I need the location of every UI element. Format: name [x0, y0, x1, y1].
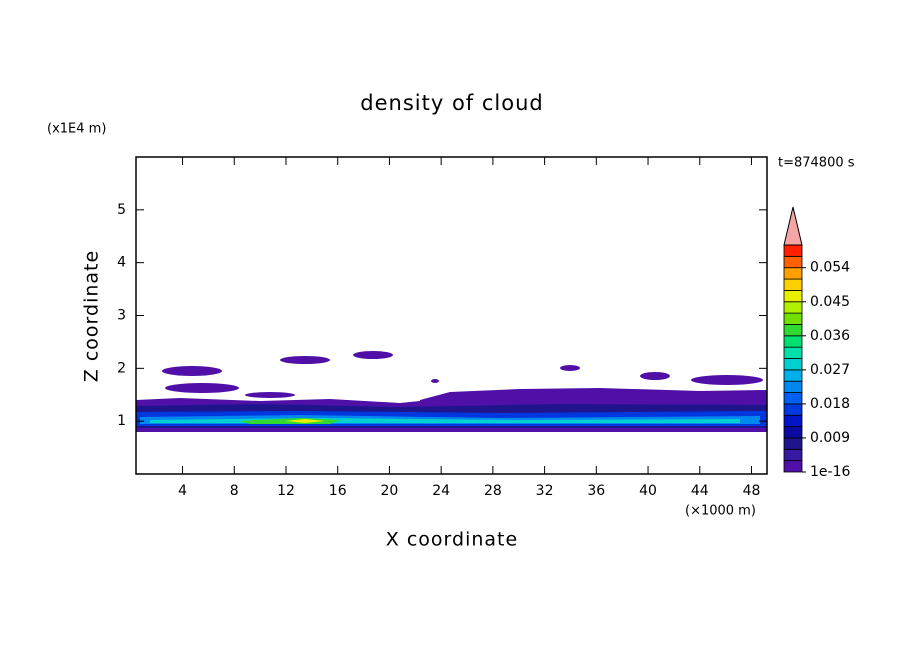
contour-region — [285, 419, 325, 423]
x-axis-label: X coordinate — [386, 529, 518, 551]
colorbar-extension — [783, 206, 803, 246]
contour-region — [691, 375, 763, 385]
colorbar-band — [783, 324, 803, 337]
contour-region — [162, 366, 222, 376]
x-tick-label: 32 — [536, 483, 554, 499]
contour-region — [431, 379, 439, 383]
x-tick-label: 36 — [587, 483, 605, 499]
colorbar-tick-label: 0.018 — [810, 396, 850, 412]
colorbar-band — [783, 244, 803, 257]
y-tick-label: 5 — [117, 202, 126, 218]
y-tick-label: 1 — [117, 413, 126, 429]
colorbar-band — [783, 460, 803, 473]
colorbar-band — [783, 414, 803, 428]
x-tick-label: 20 — [381, 483, 399, 499]
y-axis-label: Z coordinate — [81, 250, 103, 382]
y-unit: (x1E4 m) — [47, 122, 106, 137]
colorbar-band — [783, 335, 803, 348]
contour-region — [165, 383, 239, 393]
colorbar-tick-label: 0.009 — [810, 430, 850, 446]
colorbar-band — [783, 255, 803, 269]
x-tick-label: 40 — [639, 483, 657, 499]
chart-title: density of cloud — [360, 91, 543, 115]
colorbar-band — [783, 289, 803, 303]
x-tick-label: 48 — [743, 483, 761, 499]
colorbar-band — [783, 448, 803, 462]
x-tick-label: 12 — [277, 483, 295, 499]
y-tick-label: 4 — [117, 255, 126, 271]
contour-field — [136, 351, 767, 432]
x-tick-label: 24 — [432, 483, 450, 499]
x-tick-label: 16 — [329, 483, 347, 499]
colorbar-band — [783, 403, 803, 416]
colorbar-tick-label: 1e-16 — [810, 464, 850, 480]
y-tick-label: 3 — [117, 308, 126, 324]
time-label: t=874800 s — [778, 156, 855, 171]
contour-region — [420, 388, 767, 404]
colorbar-band — [783, 346, 803, 359]
colorbar-band — [783, 267, 803, 280]
contour-region — [280, 356, 330, 364]
colorbar-band — [783, 392, 803, 405]
colorbar-band — [783, 380, 803, 393]
colorbar-tick-label: 0.054 — [810, 260, 850, 276]
colorbar-band — [783, 278, 803, 291]
contour-region — [640, 372, 670, 380]
colorbar-tick-label: 0.027 — [810, 362, 850, 378]
colorbar-band — [783, 358, 803, 371]
contour-region — [245, 392, 295, 398]
x-tick-label: 8 — [230, 483, 239, 499]
colorbar-tick-label: 0.036 — [810, 328, 850, 344]
y-tick-label: 2 — [117, 360, 126, 376]
colorbar-tick-label: 0.045 — [810, 294, 850, 310]
x-unit: (×1000 m) — [685, 504, 756, 519]
x-tick-label: 28 — [484, 483, 502, 499]
x-tick-label: 44 — [691, 483, 709, 499]
contour-region — [560, 365, 580, 371]
contour-region — [353, 351, 393, 359]
x-tick-label: 4 — [178, 483, 187, 499]
colorbar-band — [783, 437, 803, 450]
colorbar-band — [783, 369, 803, 382]
colorbar-band — [783, 301, 803, 314]
colorbar-band — [783, 312, 803, 325]
colorbar-band — [783, 426, 803, 439]
